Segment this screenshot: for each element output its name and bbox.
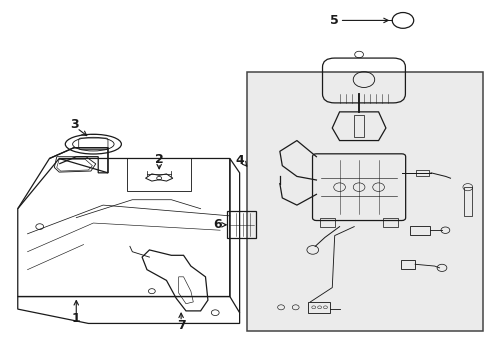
Bar bbox=[246, 72, 483, 330]
Bar bbox=[400, 260, 414, 269]
Bar bbox=[227, 211, 255, 238]
Text: 2: 2 bbox=[155, 153, 163, 166]
Text: 5: 5 bbox=[330, 14, 338, 27]
Text: 7: 7 bbox=[176, 319, 185, 332]
Bar bbox=[307, 302, 329, 313]
Bar bbox=[463, 187, 471, 216]
Bar bbox=[383, 218, 397, 226]
Text: 1: 1 bbox=[72, 312, 81, 325]
Text: 3: 3 bbox=[70, 118, 79, 131]
Bar bbox=[320, 218, 334, 226]
Bar bbox=[415, 170, 427, 176]
Text: 6: 6 bbox=[212, 218, 221, 231]
Text: 4: 4 bbox=[235, 154, 244, 167]
Bar bbox=[353, 116, 363, 137]
Bar bbox=[409, 226, 429, 234]
